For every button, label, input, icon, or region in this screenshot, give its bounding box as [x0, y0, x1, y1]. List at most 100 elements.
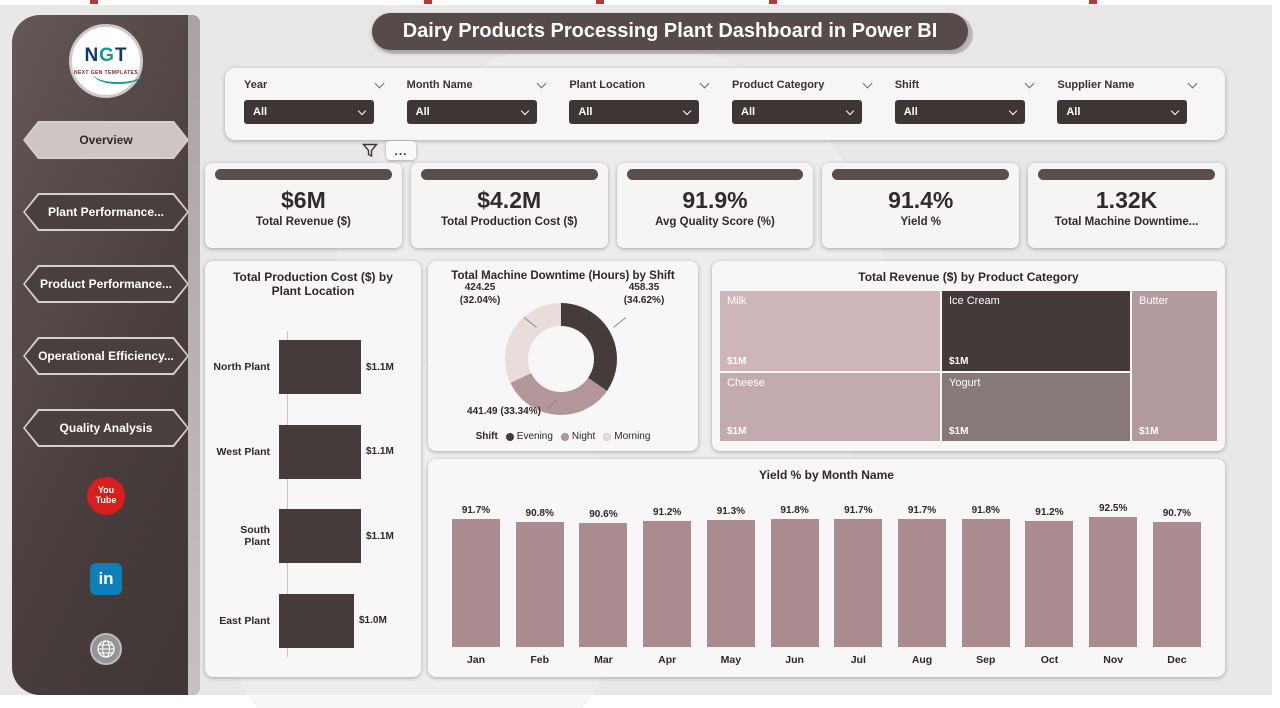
sidebar-edge-strip	[188, 15, 200, 695]
month-label: Aug	[911, 654, 933, 666]
bar[interactable]	[1089, 517, 1138, 647]
dropdown-value: All	[1066, 106, 1081, 118]
kpi-value: $6M	[281, 187, 326, 213]
value-label: 91.3%	[716, 506, 746, 517]
chevron-down-icon[interactable]	[1024, 78, 1035, 89]
treemap-tile-milk[interactable]: Milk $1M	[720, 291, 940, 371]
logo-letter: T	[114, 45, 128, 66]
chart-title: Total Production Cost ($) by Plant Locat…	[233, 270, 393, 298]
kpi-accent-bar	[626, 169, 804, 180]
bar[interactable]	[279, 424, 361, 479]
youtube-icon[interactable]: You Tube	[87, 477, 125, 515]
kpi-row: $6M Total Revenue ($) $4.2M Total Produc…	[205, 163, 1225, 248]
value-label: $1.1M	[366, 530, 394, 542]
website-icon[interactable]	[90, 633, 122, 665]
legend-item: Evening	[505, 431, 553, 442]
sidebar-item-product-performance[interactable]: Product Performance...	[23, 265, 189, 303]
chevron-down-icon	[683, 106, 692, 115]
more-options-button[interactable]: ...	[386, 141, 416, 160]
column: 90.7% Dec	[1152, 495, 1201, 667]
supplier-name-dropdown[interactable]: All	[1057, 100, 1188, 124]
category-label: West Plant	[216, 445, 270, 458]
legend-color-dot	[603, 432, 612, 441]
shift-dropdown[interactable]: All	[894, 100, 1025, 124]
plant-location-dropdown[interactable]: All	[569, 100, 700, 124]
sidebar-item-operational-efficiency[interactable]: Operational Efficiency...	[23, 337, 189, 375]
bar[interactable]	[1152, 522, 1201, 647]
sidebar-item-label: Plant Performance...	[25, 195, 187, 229]
label-leader-line	[613, 317, 627, 328]
value-label: 91.8%	[780, 505, 809, 516]
bar[interactable]	[898, 519, 947, 647]
bar-row: West Plant $1.1M	[213, 424, 415, 479]
sidebar-item-plant-performance[interactable]: Plant Performance...	[23, 193, 189, 231]
chevron-down-icon[interactable]	[374, 78, 385, 89]
bar[interactable]	[515, 522, 564, 647]
chevron-down-icon	[1171, 106, 1180, 115]
treemap-tile-ice-cream[interactable]: Ice Cream $1M	[942, 291, 1130, 371]
tile-name: Cheese	[727, 377, 765, 389]
column: 90.6% Mar	[579, 495, 628, 667]
chevron-down-icon	[357, 106, 367, 115]
sidebar-item-overview[interactable]: Overview	[23, 121, 189, 159]
bar[interactable]	[1025, 521, 1074, 647]
slicer-supplier-name: Supplier Name All	[1050, 78, 1213, 132]
sidebar-item-quality-analysis[interactable]: Quality Analysis	[23, 409, 189, 447]
bar[interactable]	[770, 519, 819, 647]
legend-label: Evening	[516, 431, 553, 442]
linkedin-icon[interactable]: in	[90, 563, 122, 595]
chevron-down-icon[interactable]	[862, 78, 873, 89]
bar[interactable]	[452, 519, 500, 647]
value-label: 91.2%	[652, 507, 682, 518]
month-label: Oct	[1040, 654, 1059, 666]
slicer-label: Product Category	[732, 79, 825, 91]
slicer-label: Shift	[894, 79, 920, 91]
bar[interactable]	[279, 509, 361, 564]
sidebar-item-label: Operational Efficiency...	[25, 339, 187, 373]
value-label: 90.8%	[525, 508, 554, 519]
bar[interactable]	[643, 521, 692, 647]
bar[interactable]	[579, 523, 628, 647]
year-dropdown[interactable]: All	[244, 100, 374, 124]
bar[interactable]	[834, 519, 883, 647]
legend-item: Morning	[603, 431, 650, 442]
dropdown-value: All	[415, 106, 430, 118]
kpi-label: Total Machine Downtime...	[1054, 216, 1199, 229]
bar[interactable]	[961, 519, 1010, 647]
donut-chart[interactable]	[505, 303, 617, 415]
chevron-down-icon[interactable]	[699, 78, 710, 89]
treemap-tile-cheese[interactable]: Cheese $1M	[720, 373, 940, 441]
month-label: Mar	[594, 654, 613, 666]
filter-funnel-icon[interactable]	[362, 143, 378, 158]
treemap-tile-butter[interactable]: Butter $1M	[1132, 291, 1217, 441]
slicer-shift: Shift All	[888, 78, 1051, 132]
bar-row: South Plant $1.1M	[213, 509, 415, 564]
top-tick	[90, 0, 98, 4]
bar[interactable]	[279, 340, 361, 395]
globe-icon	[97, 640, 115, 658]
slicer-label: Plant Location	[569, 79, 646, 91]
slicer-label: Month Name	[406, 79, 473, 91]
treemap-tile-yogurt[interactable]: Yogurt $1M	[942, 373, 1130, 441]
page-title: Dairy Products Processing Plant Dashboar…	[372, 13, 968, 50]
tile-value: $1M	[949, 426, 969, 437]
product-category-dropdown[interactable]: All	[732, 100, 863, 124]
logo-letter: G	[99, 45, 115, 66]
tile-value: $1M	[727, 426, 747, 437]
month-label: Dec	[1167, 654, 1187, 666]
month-name-dropdown[interactable]: All	[406, 100, 537, 124]
value-label: 91.7%	[461, 505, 491, 516]
chart-title: Total Revenue ($) by Product Category	[858, 270, 1079, 284]
value-label: 92.5%	[1099, 503, 1128, 514]
dashboard-board: NGT NEXT GEN TEMPLATES Overview Plant Pe…	[0, 5, 1272, 708]
chevron-down-icon[interactable]	[1187, 78, 1198, 89]
value-label: $1.1M	[366, 361, 394, 373]
slicer-year: Year All	[237, 78, 400, 132]
kpi-value: 91.9%	[682, 187, 748, 213]
kpi-value: 91.4%	[888, 187, 954, 213]
column: 91.7% Jul	[834, 495, 883, 667]
chart-yield-by-month: Yield % by Month Name 91.7% Jan 90.8% Feb 90…	[428, 459, 1225, 677]
bar[interactable]	[279, 593, 354, 648]
chevron-down-icon[interactable]	[536, 78, 547, 89]
bar[interactable]	[706, 520, 755, 647]
